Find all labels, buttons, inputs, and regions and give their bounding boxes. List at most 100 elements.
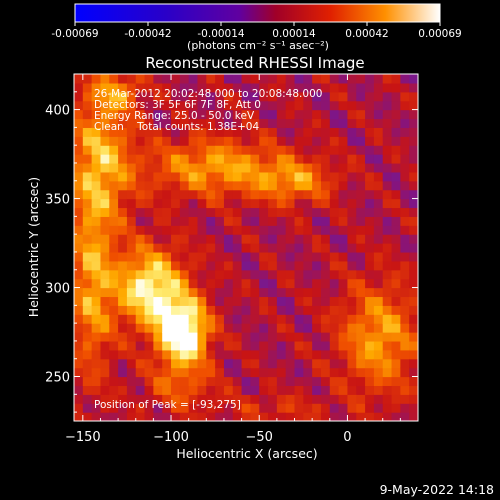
- heatmap-cell: [82, 145, 93, 155]
- heatmap-cell: [338, 314, 349, 324]
- heatmap-cell: [276, 180, 287, 191]
- heatmap-cell: [250, 154, 260, 164]
- heatmap-cell: [82, 376, 93, 387]
- heatmap-cell: [74, 358, 84, 369]
- heatmap-cell: [144, 91, 154, 102]
- heatmap-cell: [100, 332, 110, 342]
- heatmap-cell: [206, 278, 216, 289]
- heatmap-cell: [144, 332, 154, 342]
- heatmap-cell: [294, 358, 304, 369]
- heatmap-cell: [365, 198, 375, 209]
- heatmap-cell: [356, 145, 366, 155]
- heatmap-cell: [382, 269, 393, 280]
- heatmap-cell: [250, 358, 260, 369]
- heatmap-cell: [126, 109, 137, 120]
- heatmap-cell: [188, 154, 199, 164]
- heatmap-cell: [250, 260, 260, 271]
- heatmap-cell: [171, 82, 181, 93]
- heatmap-cell: [285, 367, 296, 378]
- heatmap-cell: [179, 189, 190, 200]
- heatmap-cell: [391, 216, 401, 226]
- heatmap-cell: [162, 251, 172, 262]
- heatmap-cell: [179, 367, 190, 378]
- heatmap-cell: [400, 145, 410, 155]
- heatmap-cell: [215, 100, 225, 111]
- heatmap-cell: [329, 82, 340, 93]
- heatmap-cell: [118, 314, 128, 324]
- heatmap-cell: [153, 305, 163, 315]
- heatmap-cell: [409, 305, 418, 315]
- heatmap-cell: [268, 323, 278, 333]
- heatmap-cell: [320, 278, 331, 289]
- heatmap-cell: [188, 314, 199, 324]
- heatmap-cell: [126, 74, 137, 84]
- heatmap-cell: [179, 314, 190, 324]
- heatmap-cell: [232, 145, 243, 155]
- heatmap-cell: [74, 91, 84, 102]
- heatmap-cell: [373, 349, 384, 360]
- heatmap-cell: [118, 251, 128, 262]
- heatmap-cell: [382, 340, 393, 351]
- heatmap-cell: [391, 118, 401, 128]
- heatmap-cell: [82, 207, 93, 217]
- heatmap-cell: [338, 118, 349, 128]
- colorbar-tick-label: -0.00014: [197, 28, 245, 40]
- heatmap-cell: [144, 154, 154, 164]
- heatmap-cell: [197, 74, 207, 84]
- heatmap-cell: [338, 269, 349, 280]
- heatmap-cell: [373, 234, 384, 244]
- x-axis-title: Heliocentric X (arcsec): [176, 446, 317, 461]
- heatmap-cell: [285, 234, 296, 244]
- heatmap-cell: [232, 385, 243, 395]
- heatmap-cell: [268, 278, 278, 289]
- heatmap-cell: [100, 234, 110, 244]
- heatmap-cell: [391, 225, 401, 235]
- heatmap-cell: [409, 189, 418, 200]
- heatmap-cell: [109, 234, 119, 244]
- heatmap-cell: [215, 278, 225, 289]
- heatmap-cell: [109, 314, 119, 324]
- heatmap-cell: [162, 305, 172, 315]
- heatmap-cell: [171, 225, 181, 235]
- heatmap-cell: [259, 394, 269, 404]
- heatmap-cell: [135, 278, 146, 289]
- heatmap-cell: [109, 189, 119, 200]
- heatmap-cell: [400, 216, 410, 226]
- heatmap-cell: [338, 154, 349, 164]
- heatmap-cell: [400, 296, 410, 306]
- heatmap-cell: [74, 234, 84, 244]
- heatmap-cell: [179, 109, 190, 120]
- annotation-detectors: Detectors: 3F 5F 6F 7F 8F, Att 0: [94, 99, 261, 111]
- heatmap-cell: [232, 171, 243, 182]
- heatmap-cell: [347, 74, 357, 84]
- heatmap-cell: [126, 349, 137, 360]
- heatmap-cell: [126, 145, 137, 155]
- heatmap-cell: [409, 127, 418, 137]
- heatmap-cell: [232, 82, 243, 93]
- heatmap-cell: [179, 376, 190, 387]
- heatmap-cell: [356, 207, 366, 217]
- heatmap-cell: [338, 403, 349, 413]
- heatmap-cell: [294, 234, 304, 244]
- heatmap-cell: [400, 358, 410, 369]
- heatmap-cell: [197, 109, 207, 120]
- heatmap-cell: [250, 349, 260, 360]
- heatmap-cell: [259, 251, 269, 262]
- heatmap-cell: [409, 251, 418, 262]
- heatmap-cell: [338, 216, 349, 226]
- heatmap-cell: [135, 225, 146, 235]
- heatmap-cell: [100, 198, 110, 209]
- heatmap-cell: [241, 136, 252, 146]
- heatmap-cell: [179, 349, 190, 360]
- heatmap-cell: [382, 216, 393, 226]
- heatmap-cell: [347, 385, 357, 395]
- heatmap-cell: [126, 100, 137, 111]
- heatmap-cell: [135, 91, 146, 102]
- heatmap-cell: [197, 349, 207, 360]
- heatmap-cell: [409, 136, 418, 146]
- heatmap-cell: [320, 323, 331, 333]
- heatmap-cell: [82, 251, 93, 262]
- heatmap-cell: [109, 403, 119, 413]
- heatmap-cell: [365, 251, 375, 262]
